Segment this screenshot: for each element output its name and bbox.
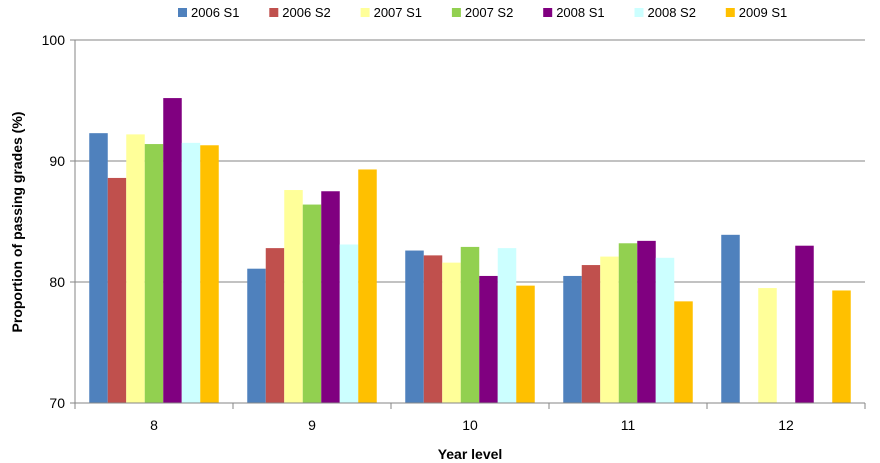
bar [581,265,601,403]
bar [795,245,814,403]
bar [674,301,693,403]
legend-swatch [178,8,187,17]
bar [460,246,480,403]
bar [200,145,219,403]
x-ticks: 8 9 10 11 12 [74,403,866,433]
y-tick-label: 70 [49,395,65,411]
y-tick-label: 90 [49,153,65,169]
bar [423,255,443,403]
legend-label: 2009 S1 [739,5,787,20]
bar [637,240,656,403]
x-tick-label: 8 [150,417,158,433]
bar [126,134,145,403]
legend-label: 2008 S1 [556,5,604,20]
bar [265,248,285,403]
legend-swatch [269,8,279,17]
bar [479,275,498,403]
bar [247,268,266,403]
bar [405,250,424,403]
x-tick-label: 12 [778,417,794,433]
bar [181,142,201,403]
bar [655,257,675,403]
legend-swatch [634,8,644,17]
y-ticks: 70 80 90 100 [42,32,75,411]
legend-label: 2006 S2 [282,5,330,20]
legend-label: 2007 S1 [374,5,422,20]
legend: 2006 S1 2006 S2 2007 S1 2007 S2 2008 S1 2008 … [178,5,787,20]
bar [339,244,359,403]
bar [107,177,127,403]
y-axis-title: Proportion of passing grades (%) [9,112,25,333]
y-tick-label: 80 [49,274,65,290]
x-tick-label: 11 [621,417,636,433]
bar [832,290,851,403]
legend-swatch [543,8,553,17]
bar [302,204,322,403]
bar [144,144,164,403]
legend-swatch [360,8,370,17]
bar [758,288,777,403]
legend-label: 2006 S1 [191,5,239,20]
x-tick-label: 9 [308,417,316,433]
bar [563,275,582,403]
bar [89,133,108,404]
y-tick-label: 100 [42,32,66,48]
bar [516,285,535,403]
x-axis-title: Year level [438,446,503,462]
bar [358,169,377,403]
bar [321,191,340,403]
bar [442,262,461,403]
legend-label: 2007 S2 [465,5,513,20]
bar [618,243,638,403]
bar [284,190,303,403]
bar [163,98,182,403]
x-tick-label: 10 [462,417,478,433]
legend-swatch [451,8,461,17]
legend-swatch [725,8,735,17]
bar [721,234,740,403]
bars [89,98,851,404]
bar [600,256,619,403]
legend-label: 2008 S2 [648,5,696,20]
bar [497,248,517,403]
